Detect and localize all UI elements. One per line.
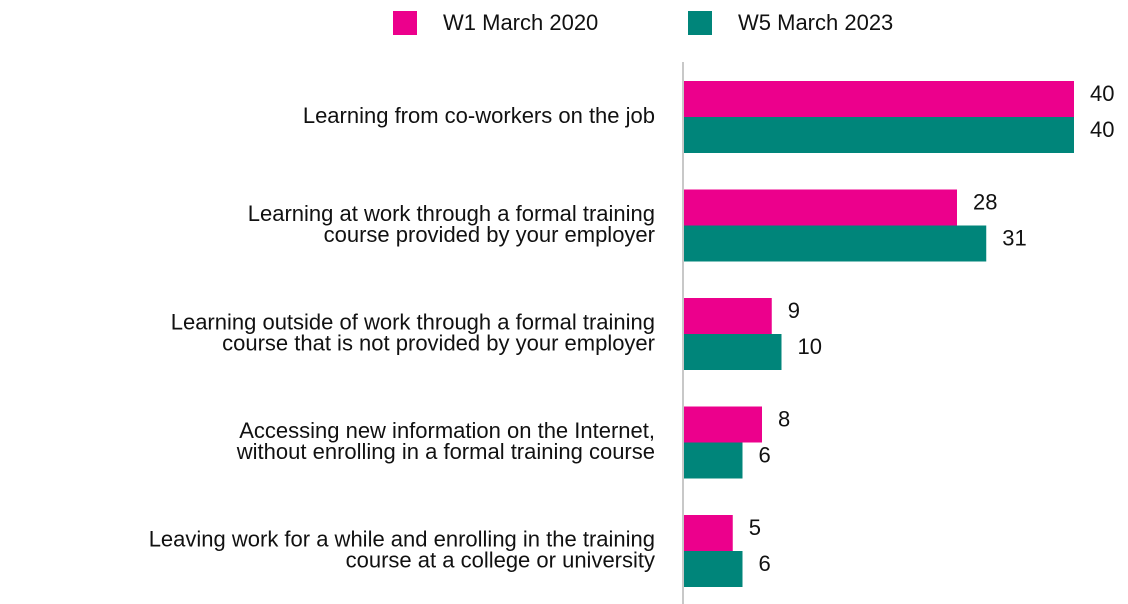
bar bbox=[684, 225, 987, 262]
category-label: Learning at work through a formal traini… bbox=[248, 201, 655, 226]
value-label: 40 bbox=[1090, 81, 1114, 106]
category-label: course at a college or university bbox=[346, 547, 655, 572]
legend-label: W5 March 2023 bbox=[738, 10, 893, 35]
bar bbox=[684, 189, 957, 226]
category-label: without enrolling in a formal training c… bbox=[236, 439, 655, 464]
value-label: 10 bbox=[798, 334, 822, 359]
value-label: 28 bbox=[973, 189, 997, 214]
value-label: 5 bbox=[749, 515, 761, 540]
bar bbox=[684, 551, 743, 587]
bar bbox=[684, 515, 733, 551]
value-label: 40 bbox=[1090, 117, 1114, 142]
bar bbox=[684, 81, 1074, 117]
bar bbox=[684, 117, 1074, 153]
category-label: course that is not provided by your empl… bbox=[222, 330, 655, 355]
category-label: Leaving work for a while and enrolling i… bbox=[149, 526, 655, 551]
bar bbox=[684, 334, 782, 370]
category-label: Learning from co-workers on the job bbox=[303, 103, 655, 128]
category-label: course provided by your employer bbox=[324, 222, 655, 247]
bar bbox=[684, 298, 772, 334]
legend-swatch bbox=[688, 11, 712, 35]
value-label: 6 bbox=[759, 551, 771, 576]
category-label: Learning outside of work through a forma… bbox=[171, 309, 655, 334]
bar bbox=[684, 406, 762, 443]
category-label: Accessing new information on the Interne… bbox=[239, 418, 655, 443]
value-label: 6 bbox=[759, 442, 771, 467]
legend-swatch bbox=[393, 11, 417, 35]
value-label: 8 bbox=[778, 406, 790, 431]
legend-label: W1 March 2020 bbox=[443, 10, 598, 35]
bar bbox=[684, 442, 743, 479]
value-label: 31 bbox=[1002, 225, 1026, 250]
value-label: 9 bbox=[788, 298, 800, 323]
